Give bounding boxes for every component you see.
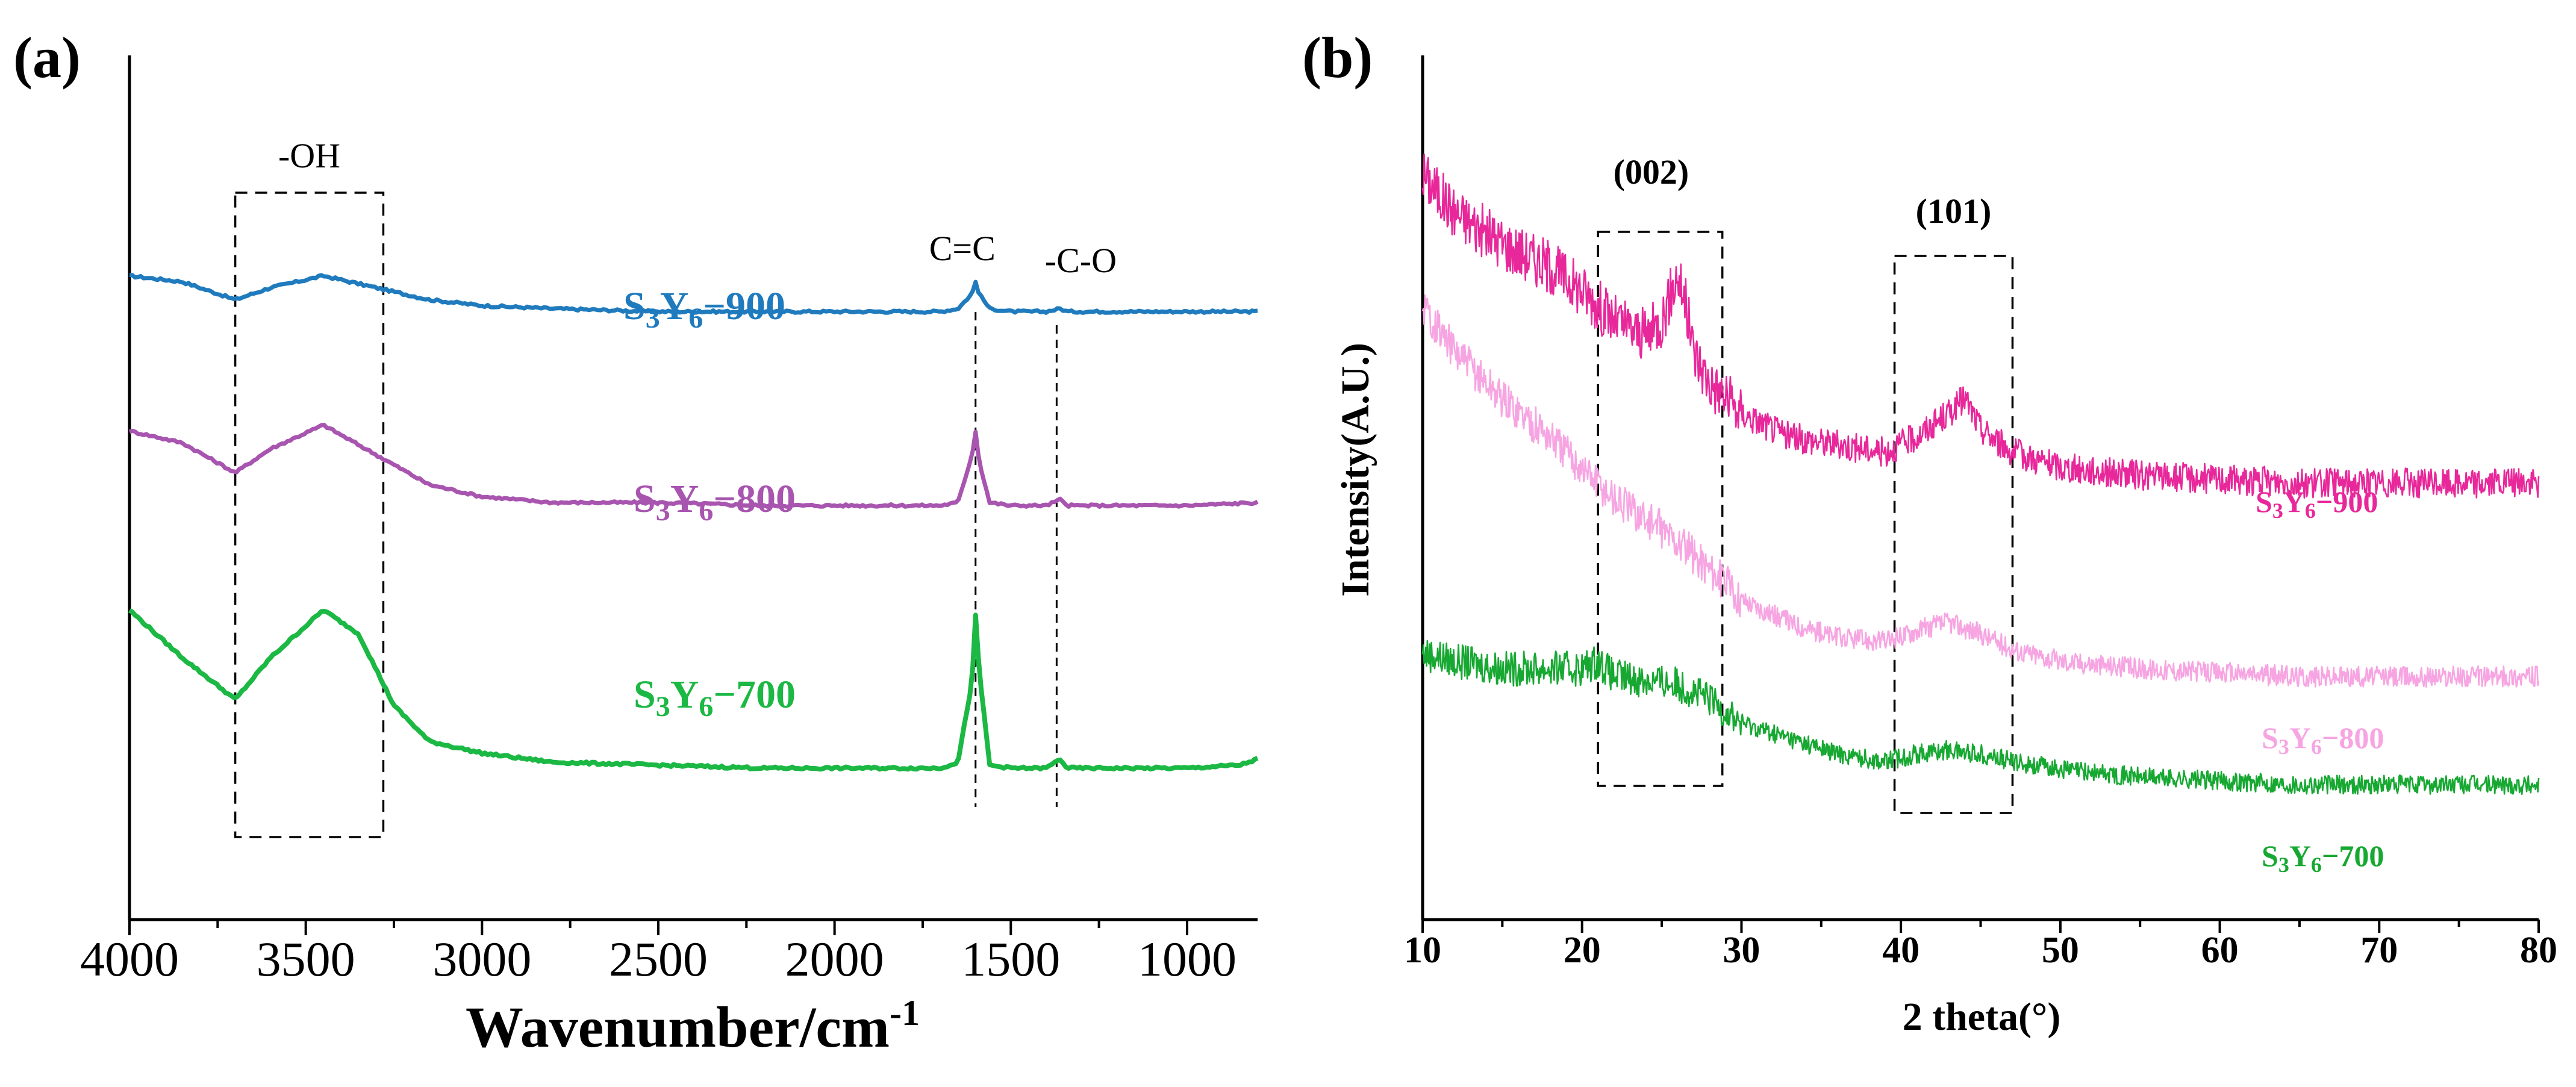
panel-a-tick-label: 3000 xyxy=(432,932,531,986)
label-sub: 6 xyxy=(2305,499,2316,523)
panel-a-series-line-900 xyxy=(129,273,1258,315)
panel-b-tick-label: 40 xyxy=(1882,930,1920,971)
panel-b-tick-label: 60 xyxy=(2201,930,2239,971)
label-rest: −800 xyxy=(713,477,796,521)
panel-b-tick-label: 30 xyxy=(1723,930,1760,971)
label-sub: 3 xyxy=(646,302,660,334)
label-sub: 6 xyxy=(699,691,713,723)
panel-a-xlabel-main: Wavenumber/cm xyxy=(466,995,890,1059)
label-main: Y xyxy=(2289,839,2311,873)
panel-a-co-label: -C-O xyxy=(1045,241,1117,280)
label-main: S xyxy=(634,673,656,717)
panel-b-series-line-800 xyxy=(1421,294,2540,688)
label-sub: 6 xyxy=(2311,853,2322,877)
panel-a-tick-label: 2500 xyxy=(609,932,708,986)
panel-a-tick-label: 4000 xyxy=(80,932,179,986)
panel-a-ticks xyxy=(128,920,1188,935)
panel-b-tick-label: 80 xyxy=(2520,930,2557,971)
label-main: S xyxy=(2262,839,2278,873)
panel-a-series-label-900: S3Y6−900 xyxy=(623,284,785,334)
panel-b-series-label-700: S3Y6−700 xyxy=(2262,839,2384,877)
label-sub: 3 xyxy=(2272,499,2283,523)
label-main: S xyxy=(634,477,656,521)
label-main: S xyxy=(2256,485,2272,519)
panel-a-cc-label: C=C xyxy=(929,229,996,268)
panel-b-tick-label: 50 xyxy=(2042,930,2079,971)
panel-b-label: (b) xyxy=(1302,25,1373,90)
panel-a-xlabel-sup: -1 xyxy=(890,993,920,1033)
panel-b-002-label: (002) xyxy=(1614,152,1689,192)
label-sub: 6 xyxy=(688,302,703,334)
label-main: S xyxy=(2262,721,2278,755)
panel-b-tick-label: 20 xyxy=(1564,930,1601,971)
label-rest: −900 xyxy=(2316,485,2378,519)
label-sub: 6 xyxy=(2311,735,2322,759)
panel-b-series-label-800: S3Y6−800 xyxy=(2262,721,2384,759)
label-main: Y xyxy=(660,284,689,328)
label-sub: 3 xyxy=(2278,735,2289,759)
panel-b-xlabel: 2 theta(°) xyxy=(1903,995,2061,1039)
panel-a-series-line-700 xyxy=(128,608,1259,772)
panel-a-series-line-800 xyxy=(128,423,1259,509)
panel-a-series-label-800: S3Y6−800 xyxy=(634,477,796,527)
label-main: Y xyxy=(2289,721,2311,755)
panel-a-oh-label: -OH xyxy=(278,136,340,175)
label-rest: −700 xyxy=(2322,839,2384,873)
label-sub: 3 xyxy=(656,691,670,723)
panel-b: (b) 10 20 30 40 50 60 70 80 2 theta(°) I… xyxy=(1302,25,2557,1039)
label-main: Y xyxy=(670,477,699,521)
panel-a-tick-labels: 4000 3500 3000 2500 2000 1500 1000 xyxy=(80,932,1237,986)
label-sub: 3 xyxy=(656,495,670,527)
panel-a-tick-label: 1500 xyxy=(961,932,1060,986)
panel-a-oh-box xyxy=(234,192,385,838)
panel-b-ticks xyxy=(1421,920,2540,933)
panel-b-101-label: (101) xyxy=(1916,192,1992,231)
label-rest: −900 xyxy=(703,284,785,328)
label-rest: −800 xyxy=(2322,721,2384,755)
label-sub: 6 xyxy=(699,495,713,527)
panel-b-002-box xyxy=(1597,231,1724,787)
panel-b-series-line-700 xyxy=(1421,640,2540,796)
panel-a-label: (a) xyxy=(13,25,81,90)
panel-b-series-line-900 xyxy=(1421,153,2540,499)
panel-a-series-label-700: S3Y6−700 xyxy=(634,673,796,723)
panel-b-101-box xyxy=(1893,255,2014,814)
panel-b-series-label-900: S3Y6−900 xyxy=(2256,485,2378,523)
label-main: S xyxy=(623,284,646,328)
label-rest: −700 xyxy=(713,673,796,717)
label-main: Y xyxy=(670,673,699,717)
panel-b-tick-label: 10 xyxy=(1404,930,1441,971)
panel-b-tick-label: 70 xyxy=(2360,930,2398,971)
panel-a-xlabel: Wavenumber/cm-1 xyxy=(466,993,920,1059)
panel-a-tick-label: 1000 xyxy=(1138,932,1237,986)
label-main: Y xyxy=(2283,485,2305,519)
panel-b-tick-labels: 10 20 30 40 50 60 70 80 xyxy=(1404,930,2557,971)
panel-a-tick-label: 3500 xyxy=(257,932,355,986)
panel-a-tick-label: 2000 xyxy=(785,932,884,986)
panel-a: (a) 4000 3500 3000 2500 2000 1500 1000 W… xyxy=(13,25,1259,1059)
label-sub: 3 xyxy=(2278,853,2289,877)
panel-b-ylabel: Intensity(A.U.) xyxy=(1333,343,1377,597)
